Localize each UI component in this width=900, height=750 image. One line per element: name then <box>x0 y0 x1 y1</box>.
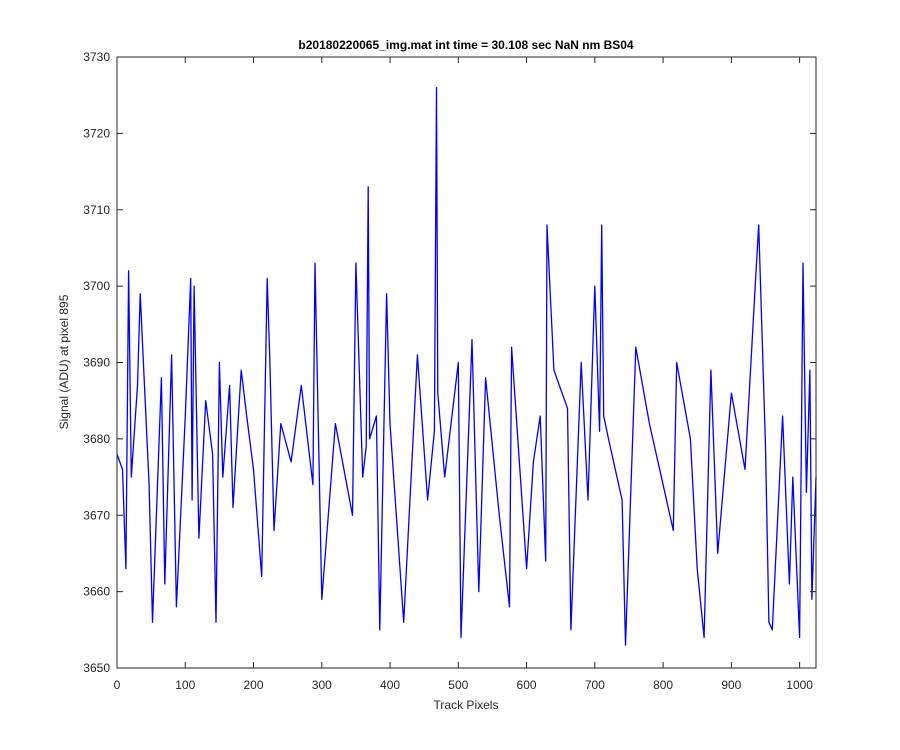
x-axis: 0 100 200 300 400 500 600 700 800 900 1000 <box>114 57 813 692</box>
x-tick-label: 200 <box>244 678 264 692</box>
x-tick-label: 0 <box>114 678 121 692</box>
series-line <box>116 86 817 646</box>
x-tick-label: 500 <box>448 678 468 692</box>
y-tick-label: 3720 <box>83 126 110 140</box>
x-tick-label: 800 <box>653 678 673 692</box>
x-tick-label: 1000 <box>786 678 813 692</box>
y-tick-label: 3690 <box>83 356 110 370</box>
x-tick-label: 400 <box>380 678 400 692</box>
y-tick-label: 3650 <box>83 661 110 675</box>
y-tick-label: 3660 <box>83 585 110 599</box>
x-tick-label: 900 <box>721 678 741 692</box>
y-axis-label: Signal (ADU) at pixel 895 <box>57 294 71 429</box>
y-tick-label: 3700 <box>83 279 110 293</box>
y-axis: 3650 3660 3670 3680 3690 3700 3710 3720 3730 <box>83 50 816 675</box>
x-tick-label: 700 <box>585 678 605 692</box>
x-tick-label: 300 <box>312 678 332 692</box>
chart-title: b20180220065_img.mat int time = 30.108 s… <box>298 38 634 52</box>
x-axis-label: Track Pixels <box>434 698 499 712</box>
x-tick-label: 600 <box>517 678 537 692</box>
y-tick-label: 3710 <box>83 203 110 217</box>
x-tick-label: 100 <box>175 678 195 692</box>
y-tick-label: 3680 <box>83 432 110 446</box>
plot-area <box>116 56 817 669</box>
y-tick-label: 3730 <box>83 50 110 64</box>
axes-box <box>116 56 817 669</box>
y-tick-label: 3670 <box>83 508 110 522</box>
